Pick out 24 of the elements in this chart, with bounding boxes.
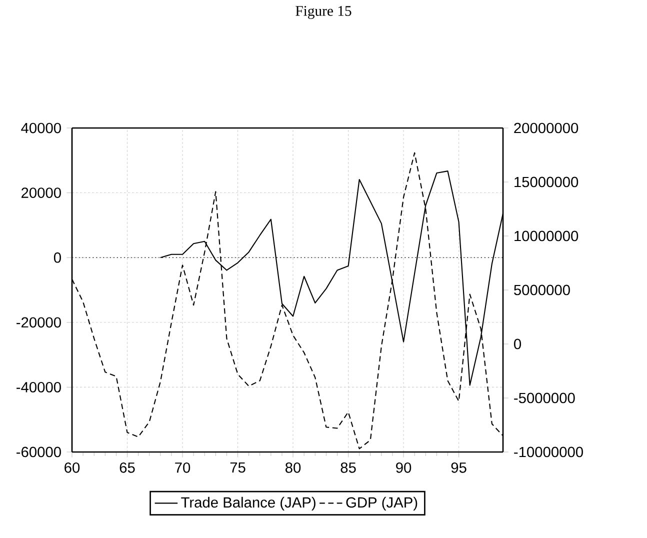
y2-tick-label: 10000000: [514, 230, 578, 242]
x-tick-label: 95: [451, 462, 466, 473]
x-tick-label: 75: [230, 462, 246, 473]
y2-tick-label: 5000000: [514, 284, 570, 296]
y-tick-label: -20000: [16, 317, 61, 328]
y2-tick-label: -10000000: [514, 446, 583, 458]
y2-tick-label: 0: [514, 338, 522, 350]
x-tick-label: 65: [120, 462, 135, 473]
x-tick-label: 60: [64, 462, 80, 473]
y-tick-label: -40000: [16, 382, 61, 392]
x-tick-label: 80: [285, 462, 301, 473]
y-tick-label: 20000: [22, 188, 61, 198]
legend-label: Trade Balance (JAP): [181, 496, 316, 511]
y-tick-label: 0: [54, 252, 61, 263]
chart-title: Figure 15: [296, 6, 352, 19]
y-tick-label: -60000: [16, 446, 61, 458]
legend-label: GDP (JAP): [346, 496, 418, 511]
y2-tick-label: 20000000: [514, 122, 578, 134]
y2-tick-label: 15000000: [514, 176, 578, 188]
y2-tick-label: -5000000: [514, 392, 575, 404]
y-tick-label: 40000: [21, 122, 61, 134]
x-tick-label: 85: [340, 462, 356, 473]
x-tick-label: 70: [175, 462, 190, 473]
x-tick-label: 90: [396, 462, 412, 473]
